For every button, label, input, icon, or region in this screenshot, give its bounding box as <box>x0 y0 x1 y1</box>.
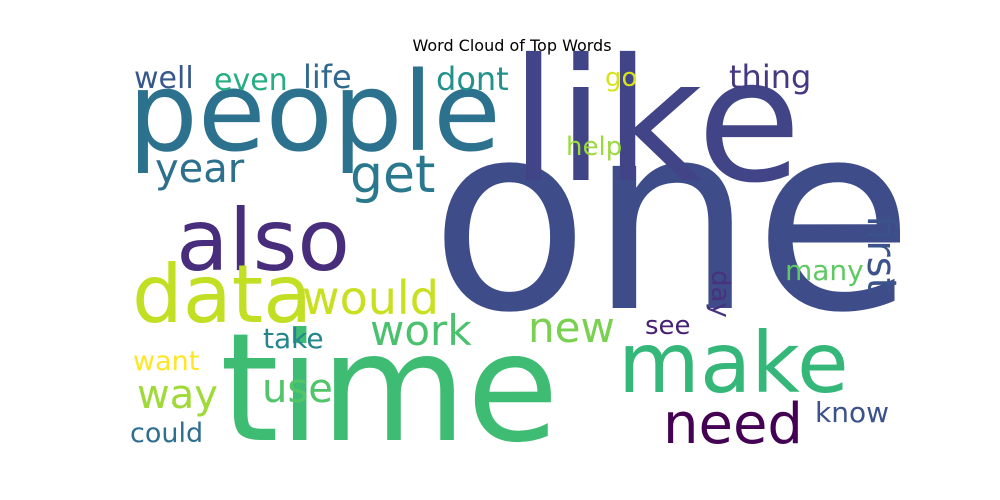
word-one: one <box>430 68 914 370</box>
word-people: people <box>128 48 501 176</box>
word-go: go <box>605 63 637 93</box>
word-work: work <box>370 306 472 355</box>
word-would: would <box>302 271 439 325</box>
word-need: need <box>663 392 803 457</box>
word-life: life <box>303 58 352 96</box>
word-like: like <box>510 23 801 221</box>
word-know: know <box>815 396 889 429</box>
word-take: take <box>263 322 324 355</box>
word-well: well <box>134 61 194 96</box>
word-way: way <box>137 372 218 418</box>
word-first: first <box>858 215 904 293</box>
word-year: year <box>155 146 245 192</box>
word-get: get <box>350 145 435 205</box>
word-use: use <box>262 366 333 412</box>
word-thing: thing <box>729 58 811 96</box>
word-could: could <box>130 418 203 449</box>
word-dont: dont <box>436 60 509 98</box>
word-time: time <box>220 302 559 476</box>
word-even: even <box>214 63 288 98</box>
word-see: see <box>645 311 691 341</box>
word-want: want <box>133 346 199 377</box>
word-make: make <box>618 314 849 412</box>
word-also: also <box>176 191 350 291</box>
chart-title: Word Cloud of Top Words <box>412 36 612 55</box>
word-data: data <box>132 248 312 341</box>
word-help: help <box>566 132 622 162</box>
word-new: new <box>528 303 615 352</box>
word-day: day <box>705 270 735 318</box>
word-many: many <box>785 254 864 287</box>
